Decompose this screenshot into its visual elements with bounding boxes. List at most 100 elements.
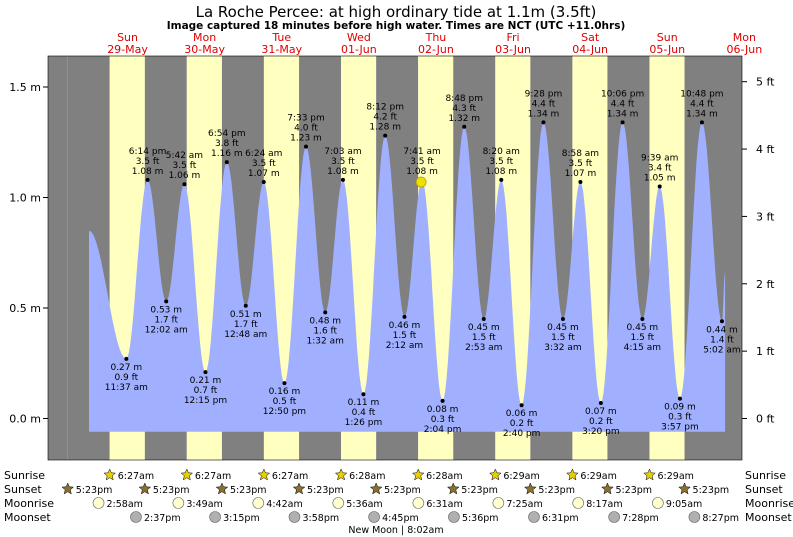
moonset-icon — [209, 511, 221, 523]
moonrise-icon — [572, 497, 585, 509]
low-tide-point — [402, 314, 407, 319]
sunset-icon — [601, 482, 614, 495]
low-tide-label: 0.4 ft — [352, 408, 376, 418]
low-tide-label: 1:32 am — [307, 336, 344, 346]
low-tide-label: 0.44 m — [706, 325, 738, 335]
y-tick-label-right: 3 ft — [756, 210, 775, 223]
high-tide-label: 1.05 m — [644, 173, 676, 183]
low-tide-label: 12:02 am — [145, 325, 188, 335]
low-tide-label: 1.6 ft — [313, 326, 337, 336]
sunrise-icon — [643, 468, 656, 481]
high-tide-label: 1.16 m — [211, 149, 243, 159]
moonset-icon — [688, 511, 701, 523]
day-date-label: 29-May — [107, 43, 148, 56]
low-tide-point — [323, 310, 328, 315]
high-tide-label: 1.23 m — [290, 134, 322, 144]
low-tide-label: 3:57 pm — [661, 423, 699, 433]
moonrise-label-left: Moonrise — [4, 497, 54, 510]
high-tide-point — [145, 177, 150, 182]
moonset-icon — [130, 511, 142, 523]
low-tide-point — [719, 319, 724, 324]
y-tick-label-right: 2 ft — [756, 278, 775, 291]
high-tide-label: 4.0 ft — [294, 124, 318, 134]
low-tide-label: 0.45 m — [468, 323, 500, 333]
y-tick-label-right: 4 ft — [756, 143, 775, 156]
moonrise-time: 3:49am — [186, 499, 222, 510]
day-name-label: Sun — [117, 31, 138, 44]
high-tide-point — [182, 182, 187, 187]
plot-border — [47, 55, 743, 461]
tide-area — [89, 122, 726, 432]
low-tide-label: 12:50 pm — [263, 407, 306, 417]
low-tide-label: 3:20 pm — [582, 427, 620, 437]
low-tide-label: 0.21 m — [190, 376, 222, 386]
low-tide-label: 0.06 m — [506, 409, 538, 419]
y-axis-metres: 0.0 m 0.5 m 1.0 m 1.5 m — [9, 81, 48, 426]
high-tide-point — [699, 120, 704, 125]
y-tick-label-left: 1.0 m — [9, 192, 41, 205]
sunset-icon — [523, 482, 537, 495]
low-tide-label: 0.45 m — [547, 323, 579, 333]
moonrise-icon — [332, 497, 345, 509]
high-tide-label: 1.32 m — [448, 114, 480, 124]
moon-phase: New Moon | 8:02am — [348, 525, 443, 536]
low-tide-label: 0.3 ft — [668, 413, 692, 423]
low-tide-point — [598, 401, 603, 406]
high-tide-label: 4.4 ft — [532, 99, 556, 109]
day-date-label: 06-Jun — [726, 43, 762, 56]
low-tide-point — [164, 299, 169, 304]
sunset-time: 5:23pm — [384, 485, 421, 496]
low-tide-point — [203, 370, 208, 375]
low-tide-label: 0.7 ft — [194, 386, 218, 396]
low-tide-point — [440, 398, 445, 403]
sunrise-label-right: Sunrise — [745, 469, 786, 482]
day-date-label: 04-Jun — [572, 43, 608, 56]
moonset-label-right: Moonset — [745, 511, 792, 524]
sunset-icon — [138, 482, 152, 495]
sunset-time: 5:23pm — [615, 485, 652, 496]
low-tide-point — [124, 356, 129, 361]
low-tide-label: 2:40 pm — [503, 429, 541, 439]
sunrise-time: 6:28am — [349, 471, 385, 482]
moonset-icon — [448, 511, 460, 523]
low-tide-label: 5:02 am — [703, 345, 740, 355]
moonset-time: 8:27pm — [702, 513, 739, 524]
high-tide-point — [541, 120, 546, 125]
day-labels: Sun29-MayMon30-MayTue31-MayWed01-JunThu0… — [107, 31, 762, 56]
high-tide-label: 3.5 ft — [489, 157, 513, 167]
high-tide-label: 7:41 am — [403, 147, 440, 157]
moonrise-time: 6:31am — [426, 499, 462, 510]
low-tide-label: 2:12 am — [386, 341, 423, 351]
high-tide-label: 6:24 am — [245, 149, 282, 159]
high-tide-label: 1.08 m — [406, 167, 438, 177]
high-tide-label: 3.8 ft — [215, 139, 239, 149]
low-tide-label: 3:32 am — [544, 343, 581, 353]
sunrise-time: 6:27am — [272, 471, 308, 482]
low-tide-label: 2:04 pm — [424, 425, 462, 435]
high-tide-label: 1.34 m — [686, 109, 718, 119]
low-tide-label: 4:15 am — [624, 343, 661, 353]
sunrise-icon — [411, 468, 425, 481]
high-tide-label: 1.07 m — [248, 169, 280, 179]
low-tide-label: 0.07 m — [585, 407, 617, 417]
sunset-time: 5:23pm — [307, 485, 344, 496]
moonset-icon — [608, 511, 620, 523]
high-tide-point — [340, 177, 345, 182]
sunrise-time: 6:27am — [118, 471, 154, 482]
sunrise-label-left: Sunrise — [4, 469, 45, 482]
high-tide-label: 3.5 ft — [252, 159, 276, 169]
high-tide-point — [383, 133, 388, 138]
low-tide-label: 1.7 ft — [154, 315, 178, 325]
low-tide-point — [560, 317, 565, 322]
moonrise-icon — [412, 497, 425, 509]
high-tide-point — [224, 160, 229, 165]
high-tide-label: 3.5 ft — [136, 157, 160, 167]
high-tide-label: 5:42 am — [166, 151, 203, 161]
moonrise-icon — [492, 497, 505, 509]
sunset-time: 5:23pm — [538, 485, 575, 496]
high-tide-point — [462, 124, 467, 129]
sunset-time: 5:23pm — [230, 485, 267, 496]
high-tide-point — [657, 184, 662, 189]
low-tide-point — [361, 392, 366, 397]
